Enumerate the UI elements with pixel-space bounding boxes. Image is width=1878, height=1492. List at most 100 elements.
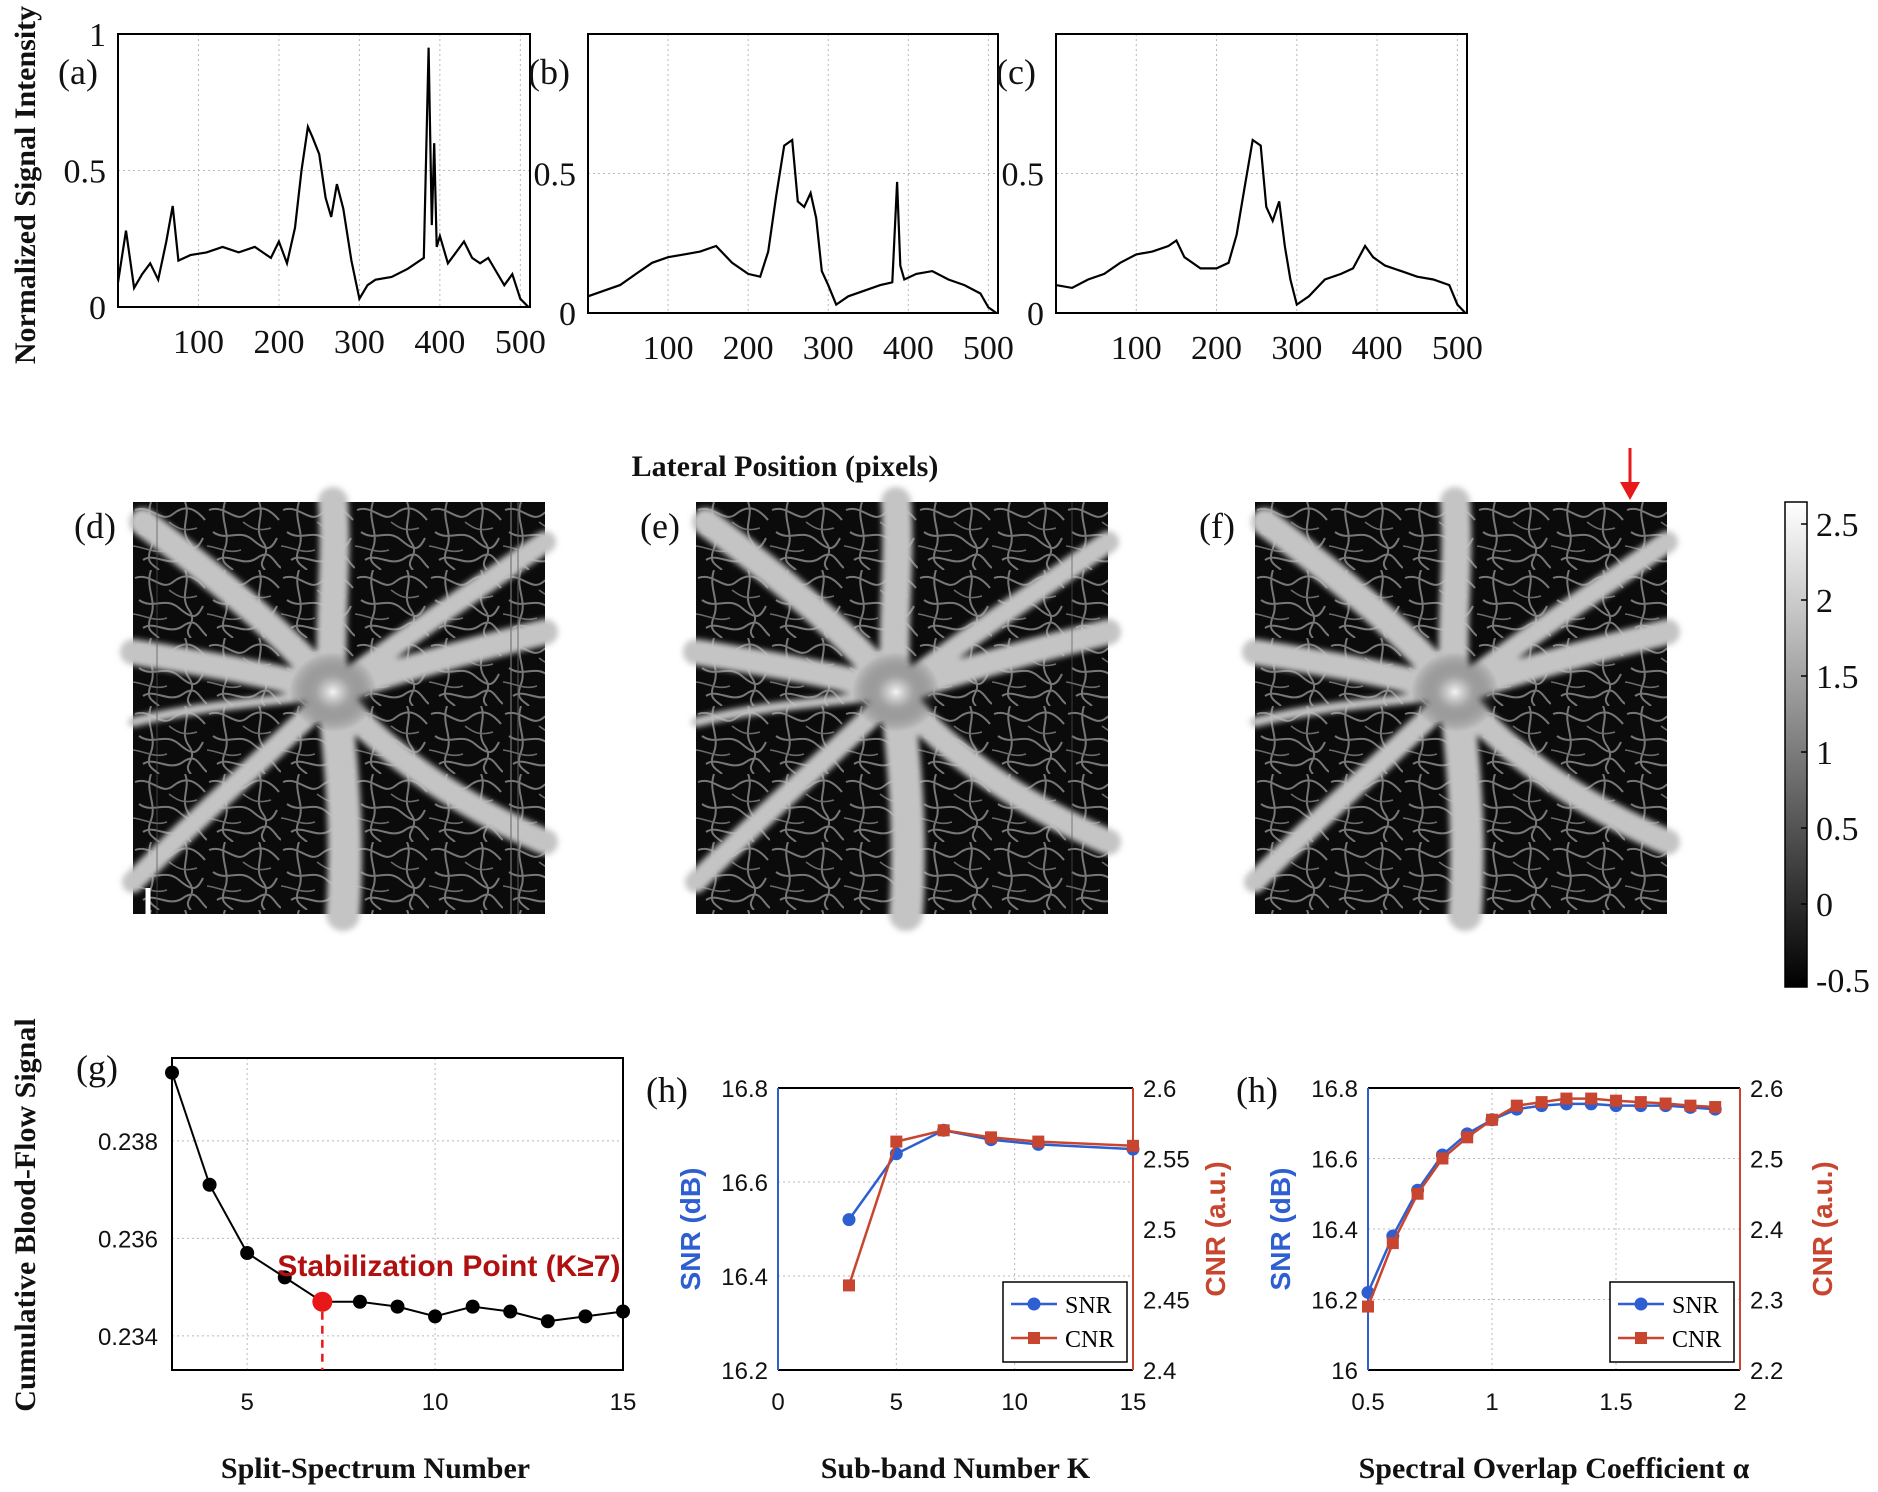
stabilization-annotation: Stabilization Point (K≥7) <box>277 1250 620 1283</box>
x-tick-label: 10 <box>422 1389 449 1416</box>
x-tick-label: 400 <box>1352 330 1403 367</box>
cnr-point <box>985 1131 997 1144</box>
chart-b: 100 200 300 400 500 0 0.5 (b) <box>528 33 1014 367</box>
data-point <box>540 1314 555 1329</box>
right-y-axis-label: CNR (a.u.) <box>1807 1161 1838 1296</box>
x-tick-label: 100 <box>173 324 224 361</box>
colorbar-tick-label: 0.5 <box>1816 811 1859 848</box>
data-point <box>390 1299 405 1314</box>
right-y-tick-label: 2.55 <box>1143 1147 1190 1174</box>
x-tick-label: 10 <box>1001 1389 1028 1416</box>
cnr-point <box>1032 1135 1045 1148</box>
right-y-tick-label: 2.6 <box>1750 1076 1783 1103</box>
x-tick-label: 300 <box>334 324 385 361</box>
x-tick-label: 500 <box>963 330 1014 367</box>
data-point <box>165 1065 179 1080</box>
data-point <box>503 1304 518 1319</box>
x-tick-label: 400 <box>883 330 934 367</box>
x-tick-label: 200 <box>723 330 774 367</box>
legend-snr-label: SNR <box>1065 1293 1112 1319</box>
colorbar-tick-label: 0 <box>1816 887 1833 924</box>
colorbar-tick-label: 2 <box>1816 583 1833 620</box>
chart-h2: 0.5 1 1.5 2 16 16.2 16.4 16.6 16.8 2.2 2.3 2.4 2.5 2.… <box>1236 1070 1838 1485</box>
chart-g: Stabilization Point (K≥7) 5 10 15 0.234 0.236… <box>76 1048 636 1485</box>
snr-point <box>842 1213 856 1227</box>
left-y-tick-label: 16.8 <box>1311 1076 1358 1103</box>
cnr-point <box>1436 1152 1449 1165</box>
chart-h1: 0 5 10 15 16.2 16.4 16.6 16.8 2.4 2.45 2.5 2.55 2.6 S… <box>646 1070 1231 1485</box>
x-tick-label: 500 <box>1432 330 1483 367</box>
x-tick-label: 5 <box>890 1389 903 1416</box>
cnr-point <box>890 1135 903 1148</box>
x-tick-label: 2 <box>1733 1389 1746 1416</box>
right-y-tick-label: 2.3 <box>1750 1288 1783 1315</box>
axes-box <box>171 1057 624 1371</box>
x-tick-label: 5 <box>240 1389 253 1416</box>
cnr-point <box>1127 1139 1139 1152</box>
panel-label: (h) <box>1236 1070 1278 1110</box>
legend-cnr-marker <box>1635 1332 1647 1344</box>
y-tick-label: 0 <box>559 296 576 333</box>
cnr-point <box>1362 1300 1374 1313</box>
x-axis-label: Spectral Overlap Coefficient α <box>1359 1452 1750 1485</box>
cnr-point <box>1659 1097 1672 1110</box>
colorbar-tick-label: 2.5 <box>1816 507 1859 544</box>
right-y-tick-label: 2.2 <box>1750 1358 1783 1385</box>
data-point <box>202 1177 217 1192</box>
legend-cnr-marker <box>1028 1332 1040 1344</box>
x-tick-label: 1.5 <box>1599 1389 1632 1416</box>
ylabel-bottom: Cumulative Blood-Flow Signal <box>9 1018 42 1411</box>
data-point <box>578 1309 593 1324</box>
left-y-tick-label: 16.8 <box>721 1076 768 1103</box>
legend-snr-label: SNR <box>1672 1293 1719 1319</box>
left-y-tick-label: 16.4 <box>1311 1217 1358 1244</box>
right-y-axis-label: CNR (a.u.) <box>1200 1161 1231 1296</box>
cnr-point <box>1510 1099 1523 1112</box>
left-y-tick-label: 16.4 <box>721 1264 768 1291</box>
x-tick-label: 200 <box>1191 330 1242 367</box>
y-tick-label: 0.5 <box>1002 157 1045 194</box>
panel-label: (c) <box>996 52 1036 92</box>
x-tick-label: 0 <box>771 1389 784 1416</box>
y-tick-label: 1 <box>89 17 106 54</box>
right-y-tick-label: 2.5 <box>1750 1147 1783 1174</box>
x-tick-label: 100 <box>1111 330 1162 367</box>
x-tick-label: 15 <box>1120 1389 1147 1416</box>
chart-c: 100 200 300 400 500 0 0.5 (c) <box>996 33 1483 367</box>
x-axis-label: Sub-band Number K <box>821 1452 1091 1485</box>
red-arrow <box>1620 448 1640 500</box>
cnr-point <box>1560 1092 1573 1105</box>
ylabel-top: Normalized Signal Intensity <box>9 6 42 364</box>
x-tick-label: 300 <box>803 330 854 367</box>
cnr-point <box>937 1124 950 1137</box>
x-tick-label: 100 <box>643 330 694 367</box>
cnr-point <box>1684 1099 1697 1112</box>
left-y-tick-label: 16.6 <box>721 1170 768 1197</box>
data-point <box>428 1309 443 1324</box>
chart-a: 100 200 300 400 500 0 0.5 1(a) <box>58 17 546 361</box>
xlabel-top: Lateral Position (pixels) <box>632 450 939 483</box>
scale-bar: 200μm <box>145 888 244 965</box>
x-tick-label: 0.5 <box>1351 1389 1384 1416</box>
legend-box <box>1609 1281 1735 1363</box>
y-tick-label: 0.234 <box>98 1324 158 1351</box>
data-point <box>465 1299 480 1314</box>
stabilization-point <box>312 1291 333 1312</box>
image-panel-f <box>1255 502 1667 914</box>
y-tick-label: 0.5 <box>64 154 107 191</box>
cnr-line <box>1366 1097 1716 1308</box>
cnr-line <box>847 1129 1134 1286</box>
panel-label: (g) <box>76 1048 118 1088</box>
legend-cnr-label: CNR <box>1672 1327 1721 1353</box>
right-y-tick-label: 2.5 <box>1143 1217 1176 1244</box>
x-tick-label: 500 <box>495 324 546 361</box>
right-y-tick-label: 2.4 <box>1143 1358 1176 1385</box>
y-tick-label: 0.5 <box>534 157 577 194</box>
panel-label-f: (f) <box>1199 506 1235 546</box>
legend-snr-marker <box>1634 1297 1648 1311</box>
cnr-point <box>1535 1096 1548 1109</box>
panel-label-e: (e) <box>640 506 680 546</box>
colorbar-tick-label: 1.5 <box>1816 659 1859 696</box>
cnr-point <box>1486 1113 1498 1126</box>
right-y-tick-label: 2.45 <box>1143 1288 1190 1315</box>
